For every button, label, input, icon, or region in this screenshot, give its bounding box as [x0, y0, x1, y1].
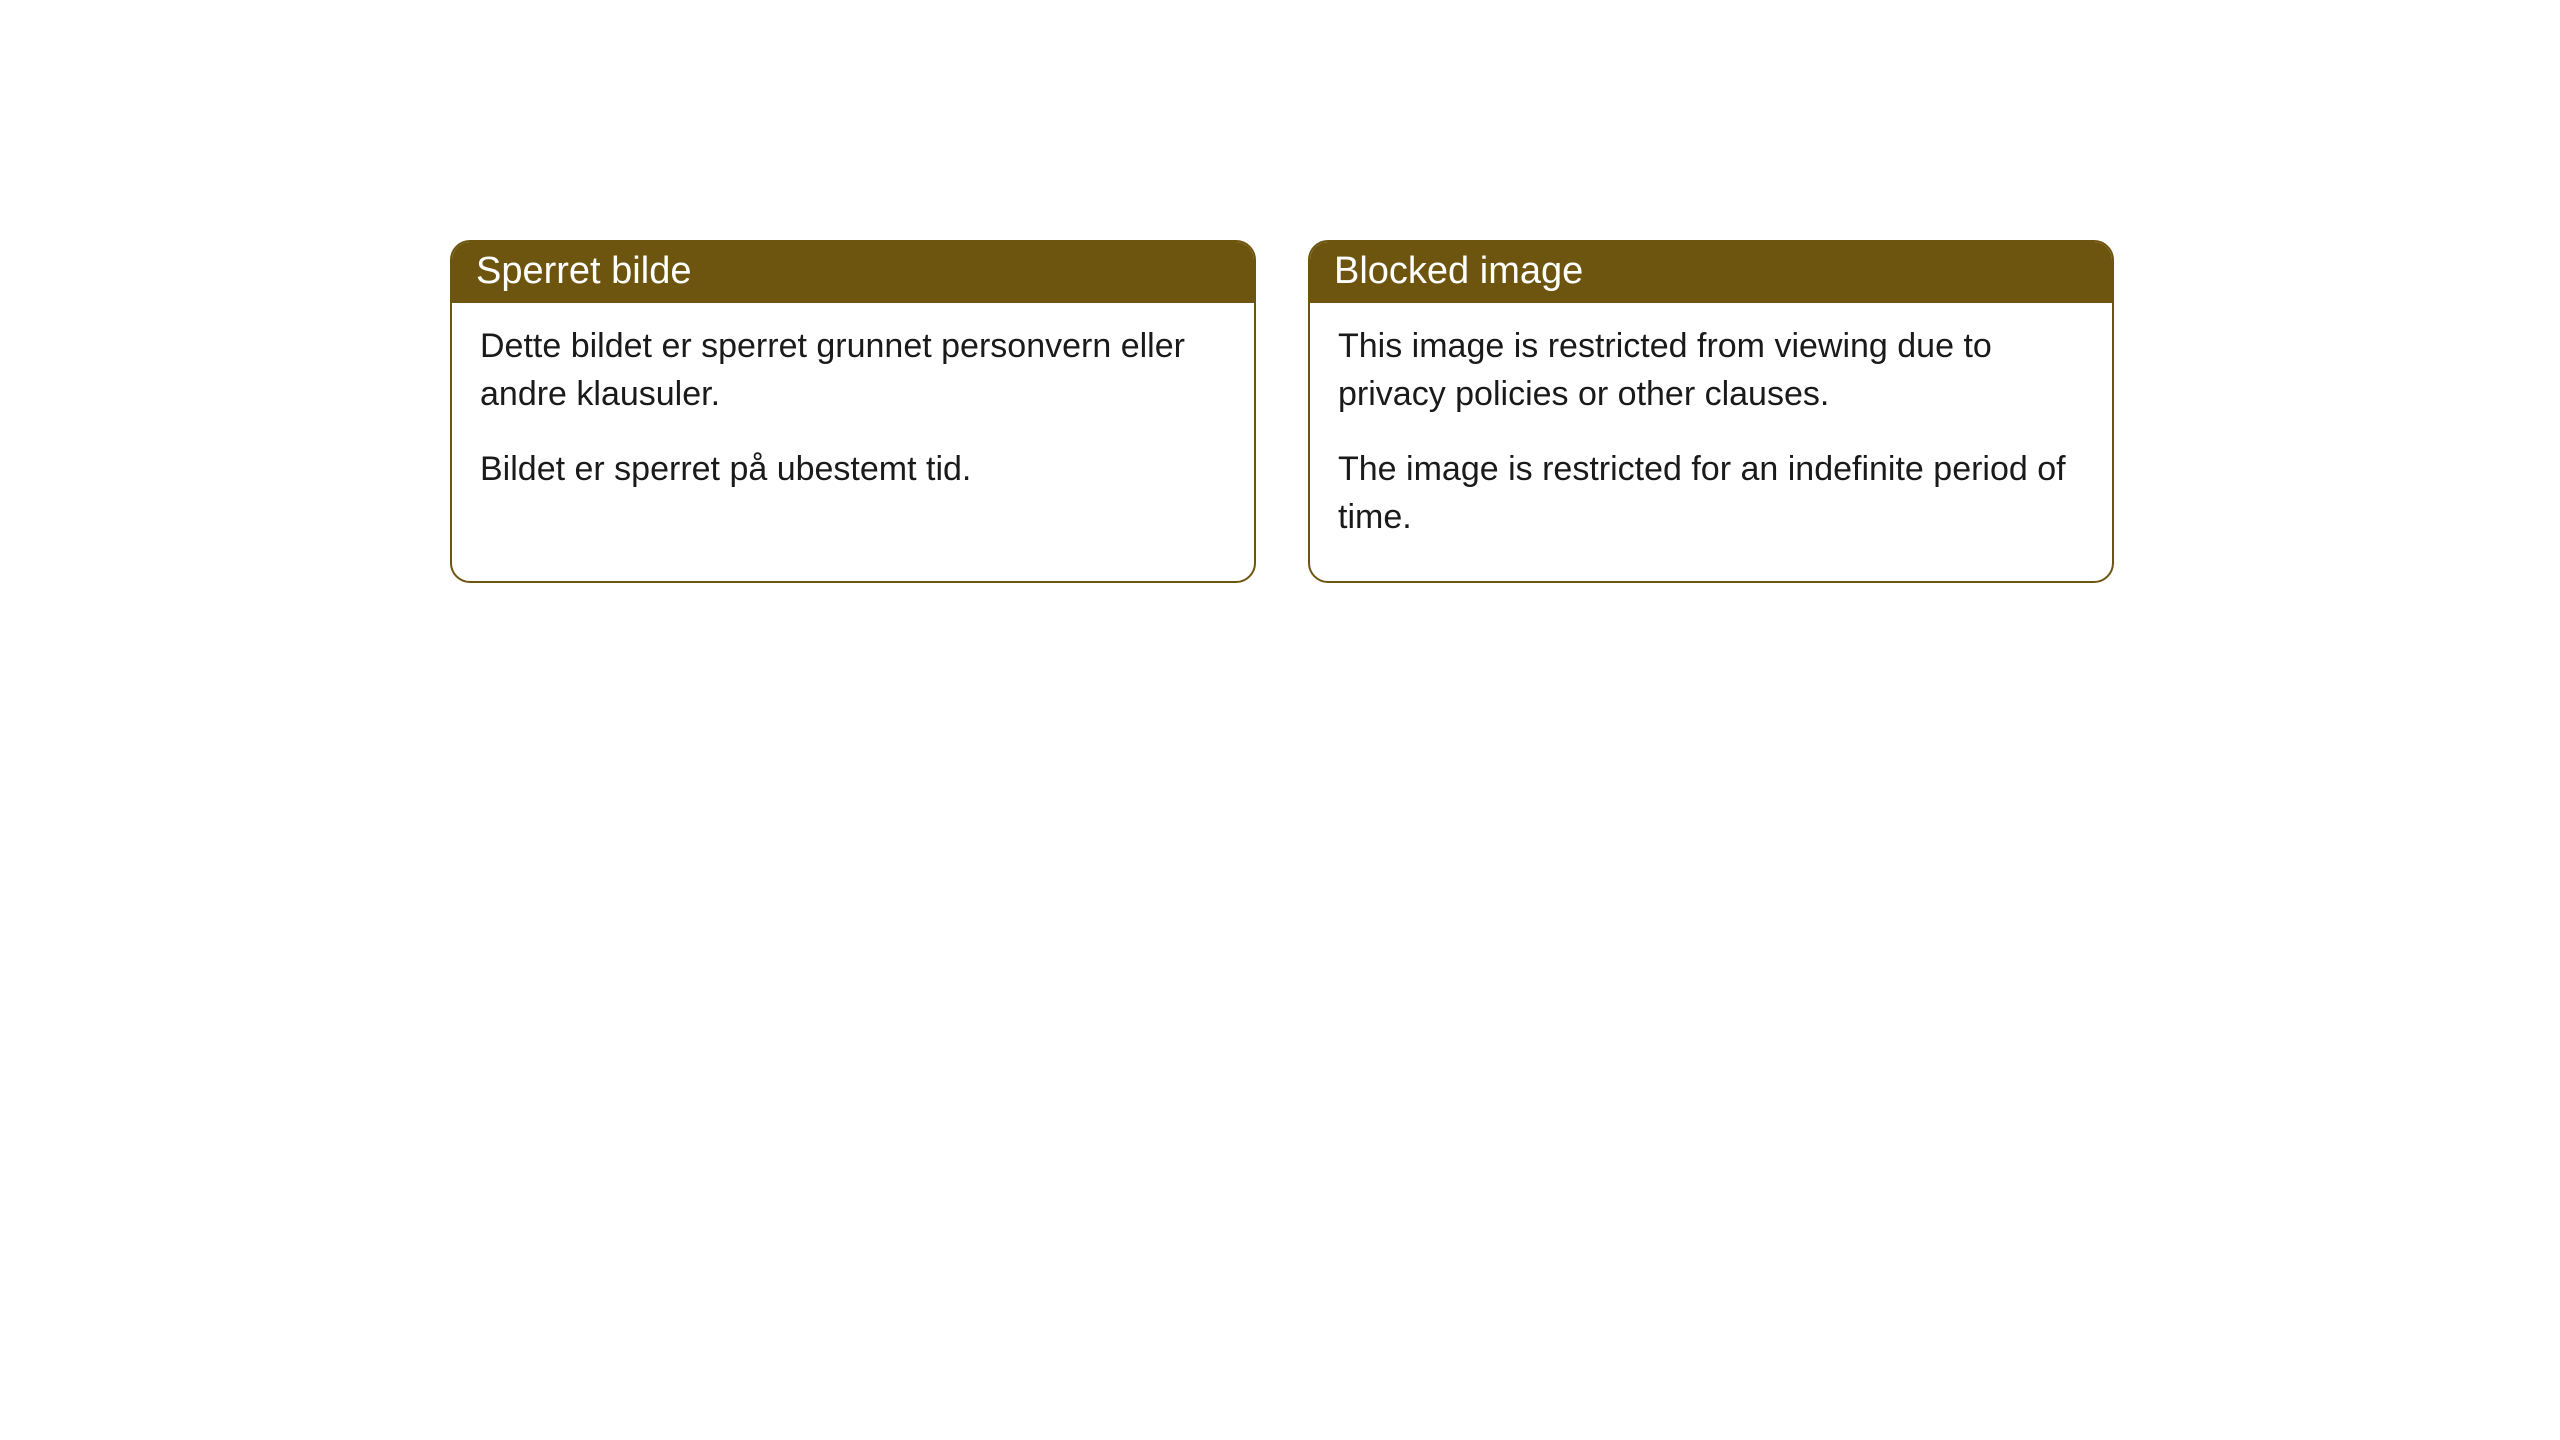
blocked-image-card-norwegian: Sperret bilde Dette bildet er sperret gr…: [450, 240, 1256, 583]
card-paragraph: Bildet er sperret på ubestemt tid.: [480, 446, 1226, 494]
card-paragraph: The image is restricted for an indefinit…: [1338, 446, 2084, 541]
card-title: Sperret bilde: [452, 242, 1254, 303]
card-body: This image is restricted from viewing du…: [1310, 303, 2112, 581]
blocked-image-card-english: Blocked image This image is restricted f…: [1308, 240, 2114, 583]
card-paragraph: Dette bildet er sperret grunnet personve…: [480, 323, 1226, 418]
card-title: Blocked image: [1310, 242, 2112, 303]
card-paragraph: This image is restricted from viewing du…: [1338, 323, 2084, 418]
cards-container: Sperret bilde Dette bildet er sperret gr…: [0, 0, 2560, 583]
card-body: Dette bildet er sperret grunnet personve…: [452, 303, 1254, 534]
